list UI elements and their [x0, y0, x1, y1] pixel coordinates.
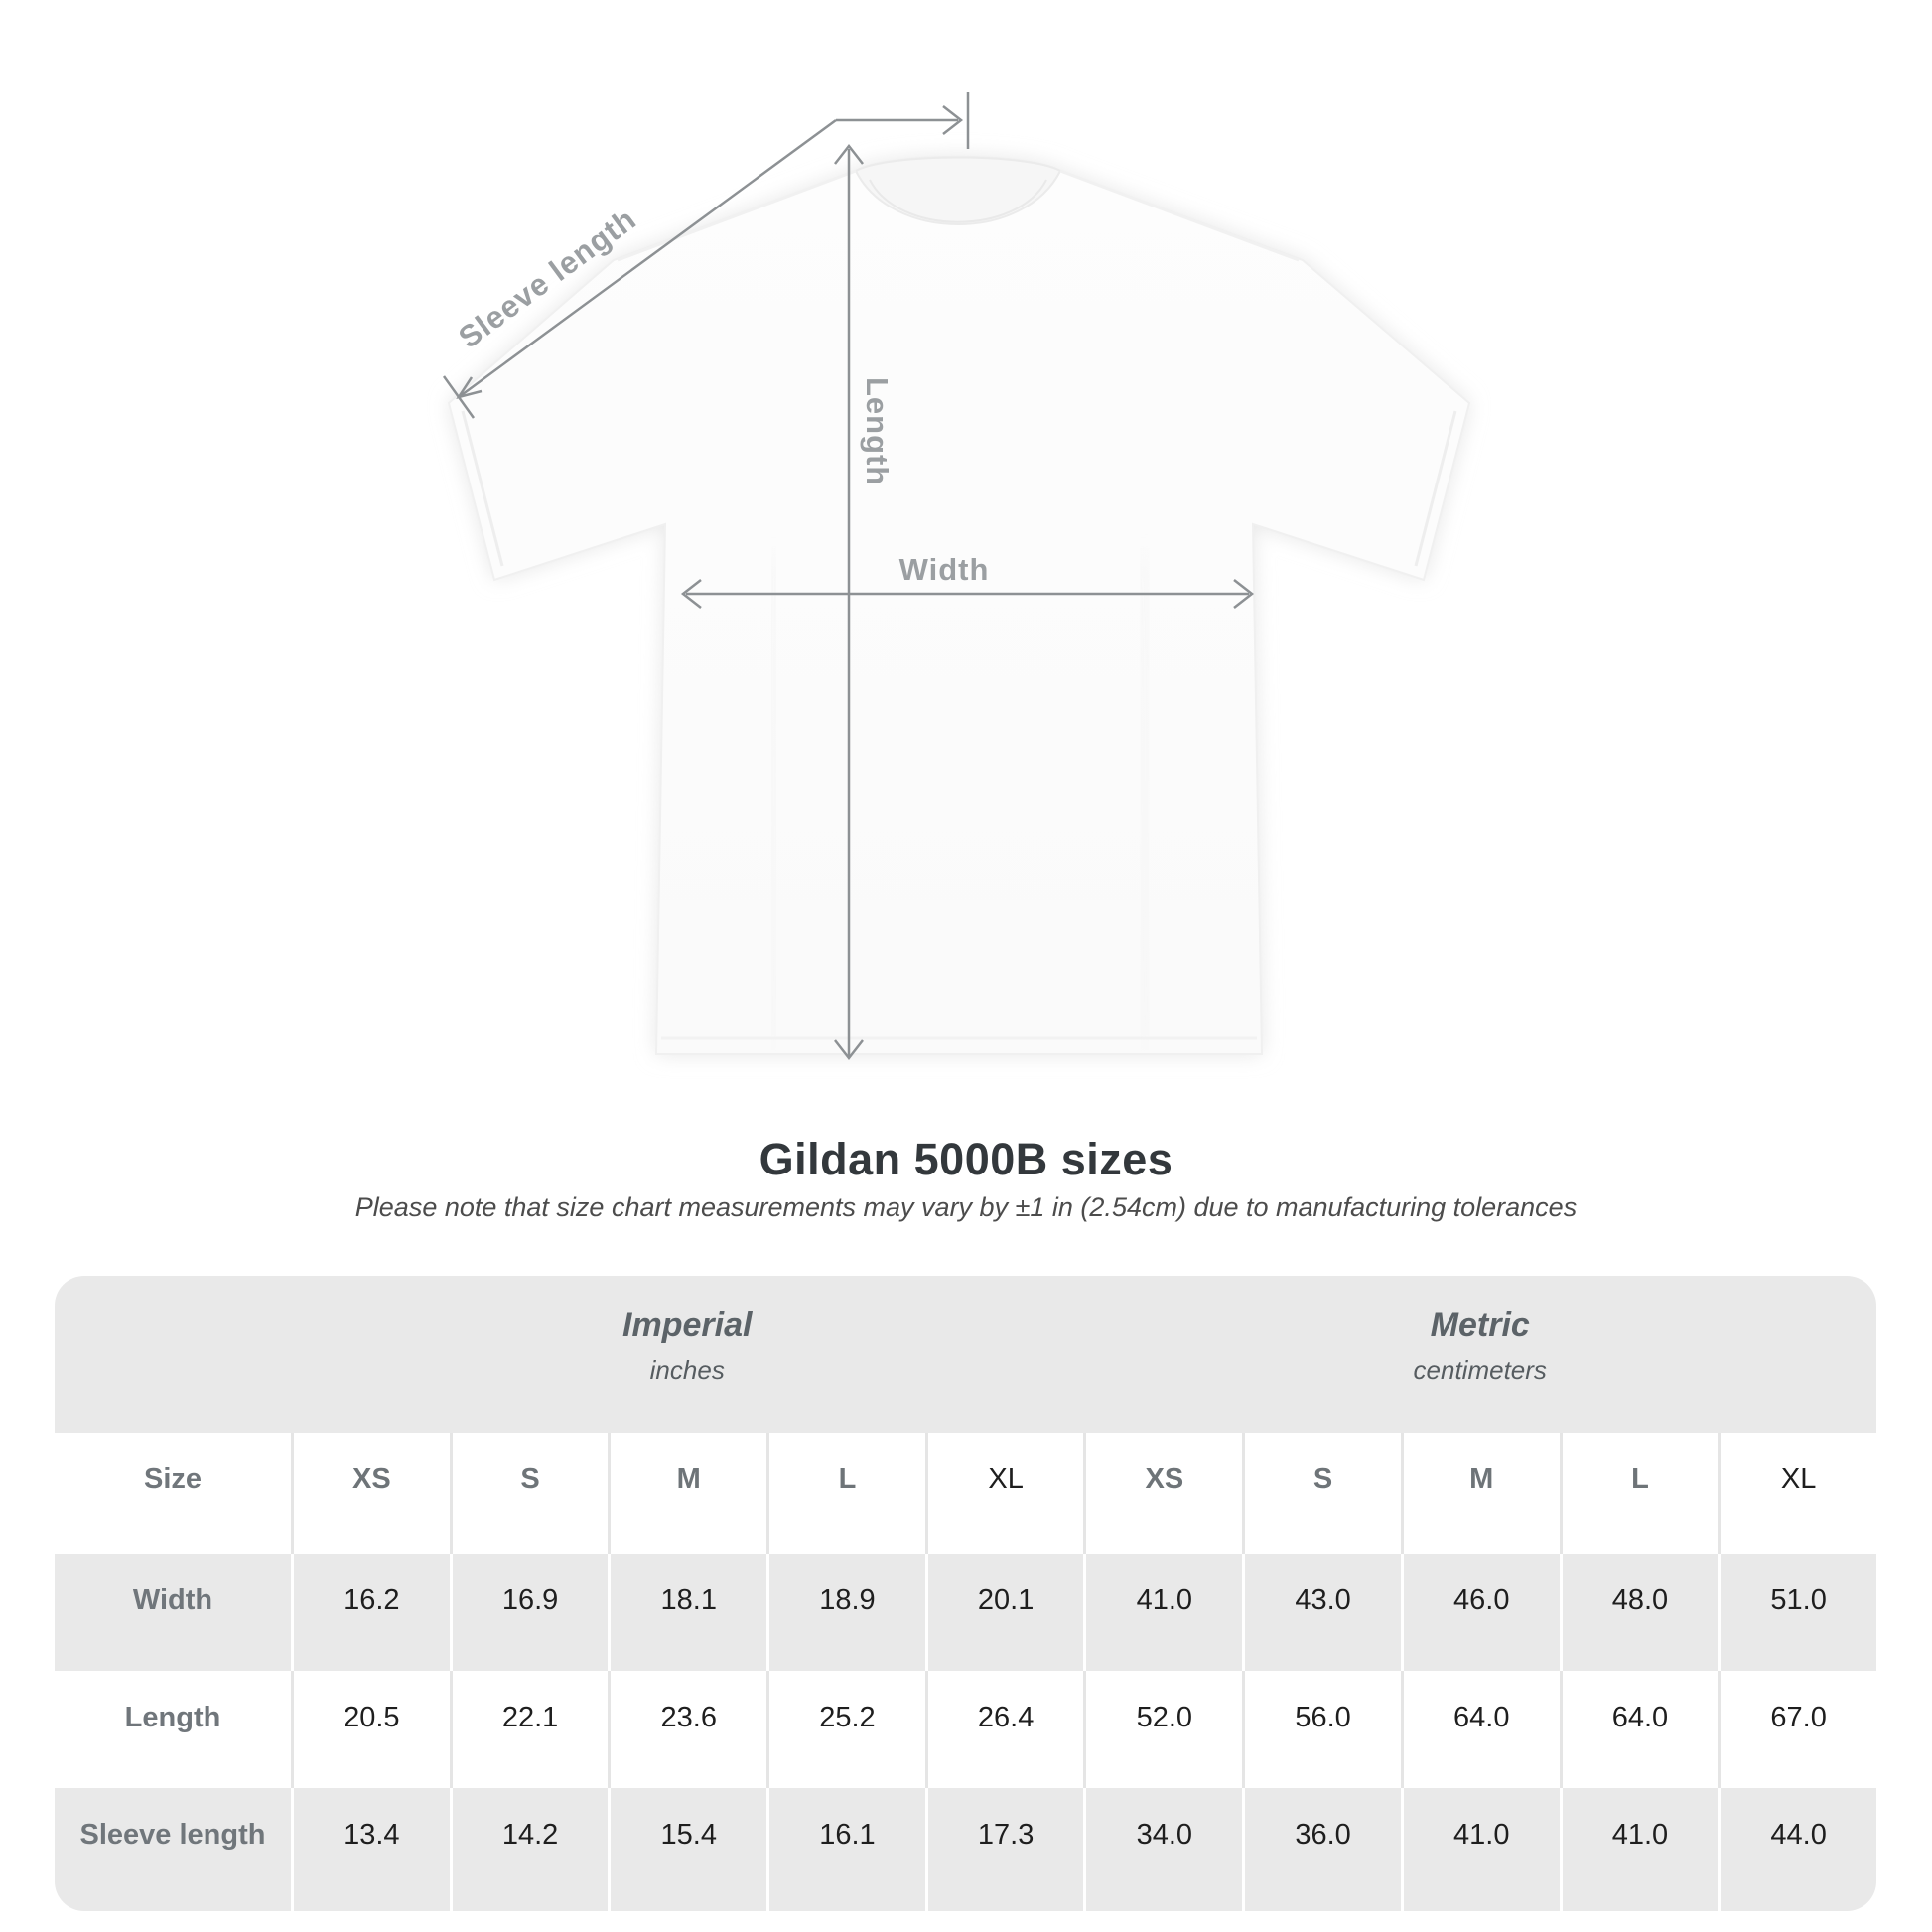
- tolerance-note: Please note that size chart measurements…: [354, 1192, 1578, 1222]
- size-head-metric-l: L: [1559, 1433, 1719, 1554]
- size-head-imperial-l: L: [766, 1433, 925, 1554]
- value-cell: 64.0: [1400, 1671, 1560, 1788]
- value-cell: 41.0: [1400, 1788, 1560, 1911]
- metric-label: Metric: [1430, 1307, 1530, 1344]
- metric-unit: centimeters: [1413, 1355, 1547, 1385]
- value-cell: 36.0: [1242, 1788, 1401, 1911]
- size-head-metric-xl: XL: [1718, 1433, 1876, 1554]
- value-cell: 46.0: [1400, 1554, 1560, 1671]
- value-cell: 34.0: [1083, 1788, 1243, 1911]
- value-cell: 48.0: [1559, 1554, 1719, 1671]
- value-cell: 26.4: [924, 1671, 1084, 1788]
- row-label-width: Width: [55, 1554, 291, 1671]
- size-table: Imperial inches Metric centimeters Size …: [55, 1276, 1876, 1911]
- page-title: Gildan 5000B sizes: [759, 1134, 1173, 1184]
- size-head-metric-m: M: [1400, 1433, 1560, 1554]
- width-label: Width: [899, 552, 990, 587]
- value-cell: 16.1: [766, 1788, 925, 1911]
- value-cell: 20.1: [924, 1554, 1084, 1671]
- band-spacer: [55, 1276, 291, 1433]
- value-cell: 67.0: [1718, 1671, 1876, 1788]
- size-head-metric-s: S: [1242, 1433, 1401, 1554]
- value-cell: 41.0: [1083, 1554, 1243, 1671]
- value-cell: 14.2: [449, 1788, 609, 1911]
- value-cell: 56.0: [1242, 1671, 1401, 1788]
- value-cell: 15.4: [608, 1788, 767, 1911]
- width-arrow: [680, 579, 1255, 609]
- row-label-sleeve-length: Sleeve length: [55, 1788, 291, 1911]
- value-cell: 51.0: [1718, 1554, 1876, 1671]
- row-label-length: Length: [55, 1671, 291, 1788]
- value-cell: 43.0: [1242, 1554, 1401, 1671]
- imperial-label: Imperial: [622, 1307, 753, 1344]
- sleeve-length-arrow: [442, 118, 837, 419]
- value-cell: 25.2: [766, 1671, 925, 1788]
- value-cell: 23.6: [608, 1671, 767, 1788]
- value-cell: 41.0: [1559, 1788, 1719, 1911]
- value-cell: 64.0: [1559, 1671, 1719, 1788]
- value-cell: 18.1: [608, 1554, 767, 1671]
- size-head-metric-xs: XS: [1083, 1433, 1243, 1554]
- shoulder-reference-arrow: [836, 92, 970, 149]
- value-cell: 18.9: [766, 1554, 925, 1671]
- size-column-header: Size: [55, 1433, 291, 1554]
- value-cell: 22.1: [449, 1671, 609, 1788]
- value-cell: 44.0: [1718, 1788, 1876, 1911]
- size-head-imperial-m: M: [608, 1433, 767, 1554]
- metric-unit-group: Metric centimeters: [1083, 1276, 1876, 1433]
- length-arrow: [834, 143, 864, 1061]
- tshirt-illustration: [447, 155, 1471, 1055]
- size-head-imperial-s: S: [449, 1433, 609, 1554]
- collar: [854, 156, 1062, 225]
- value-cell: 17.3: [924, 1788, 1084, 1911]
- tshirt-measurement-diagram: Sleeve length Length Width: [442, 92, 1471, 1061]
- value-cell: 20.5: [291, 1671, 450, 1788]
- value-cell: 16.9: [449, 1554, 609, 1671]
- size-head-imperial-xs: XS: [291, 1433, 450, 1554]
- imperial-unit: inches: [649, 1355, 725, 1385]
- size-head-imperial-xl: XL: [924, 1433, 1084, 1554]
- value-cell: 52.0: [1083, 1671, 1243, 1788]
- length-label: Length: [860, 377, 895, 485]
- value-cell: 16.2: [291, 1554, 450, 1671]
- imperial-unit-group: Imperial inches: [291, 1276, 1084, 1433]
- value-cell: 13.4: [291, 1788, 450, 1911]
